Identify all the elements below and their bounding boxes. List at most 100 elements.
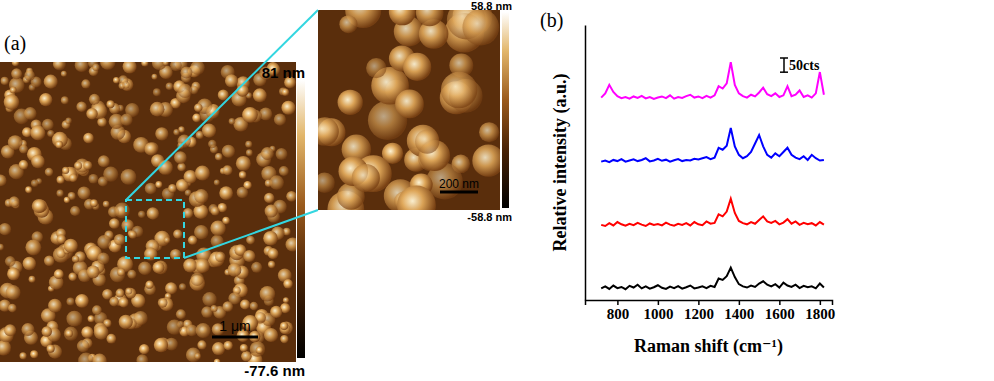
afm-grain: [183, 259, 197, 273]
afm-grain: [246, 149, 253, 156]
spectrum-line: [601, 268, 824, 290]
afm-grain: [30, 350, 38, 358]
afm-grain: [215, 251, 225, 261]
afm-grain: [212, 342, 225, 355]
afm-grain: [202, 292, 216, 306]
afm-grain: [119, 315, 133, 329]
afm-grain: [92, 305, 102, 315]
afm-grain: [282, 88, 289, 95]
scale-bar-label: 1 μm: [219, 318, 250, 334]
afm-grain: [92, 64, 99, 71]
afm-grain: [276, 148, 288, 160]
afm-grain: [274, 114, 286, 126]
afm-grain: [29, 276, 36, 283]
afm-grain: [215, 153, 223, 161]
afm-grain: [241, 351, 252, 362]
afm-grain: [41, 326, 51, 336]
tick-mark: [617, 300, 619, 305]
afm-grain: [250, 302, 258, 310]
afm-grain: [9, 77, 25, 93]
afm-grain: [222, 217, 230, 225]
afm-grain: [155, 127, 168, 140]
afm-grain: [219, 186, 233, 200]
afm-grain: [264, 193, 274, 203]
afm-grain: [145, 281, 153, 289]
afm-grain: [31, 155, 45, 169]
afm-grain: [98, 155, 110, 167]
tick: 1400: [724, 300, 754, 322]
afm-grain: [165, 282, 177, 294]
afm-grain: [0, 340, 11, 355]
afm-grain: [318, 172, 335, 192]
afm-grain: [114, 203, 130, 219]
afm-grain: [222, 145, 235, 158]
tick-mark: [658, 300, 660, 305]
afm-grain: [339, 15, 357, 33]
afm-grain: [106, 100, 114, 108]
figure: (a)81 nm-77.6 nm58.8 nm-58.8 nm1 μm200 n…: [0, 0, 994, 381]
afm-grain: [47, 345, 55, 353]
axis-title: Raman shift (cm⁻¹): [634, 336, 783, 357]
afm-grain: [229, 118, 236, 125]
afm-grain: [122, 81, 129, 88]
afm-grain: [243, 181, 251, 189]
afm-grain: [462, 10, 499, 45]
afm-grain: [11, 68, 22, 79]
afm-grain: [264, 328, 278, 342]
afm-grain: [19, 145, 28, 154]
afm-grain: [163, 62, 169, 66]
afm-grain: [12, 62, 19, 66]
spectrum-line: [601, 199, 824, 226]
afm-grain: [167, 319, 182, 334]
afm-grain: [260, 286, 276, 302]
afm-grain: [170, 62, 182, 71]
afm-grain: [154, 338, 168, 352]
afm-grain: [94, 325, 109, 340]
tick: 1600: [765, 300, 795, 322]
colorbar: [297, 80, 305, 358]
afm-grain: [19, 352, 26, 359]
afm-grain: [251, 262, 262, 273]
tick-label: 1400: [724, 306, 754, 322]
panel-label: (b): [540, 9, 563, 32]
panel-label: (a): [4, 32, 26, 55]
afm-grain: [21, 323, 34, 336]
afm-grain: [153, 88, 161, 96]
afm-grain: [61, 71, 67, 77]
afm-grain: [109, 297, 119, 307]
afm-grain: [178, 84, 192, 98]
afm-background: [0, 62, 296, 362]
afm-grain: [68, 273, 76, 281]
afm-grain: [280, 322, 288, 330]
tick-mark: [739, 300, 741, 305]
afm-grain: [338, 90, 363, 115]
afm-grain: [8, 304, 17, 313]
afm-grain: [57, 176, 65, 184]
afm-grain: [87, 265, 100, 278]
afm-grain: [403, 53, 431, 81]
afm-image: [318, 10, 500, 210]
tick: 1800: [805, 300, 835, 322]
afm-grain: [100, 62, 115, 70]
afm-grain: [0, 244, 4, 251]
afm-grain: [72, 255, 79, 262]
afm-grain: [196, 323, 211, 338]
afm-grain: [245, 141, 252, 148]
afm-grain: [10, 87, 17, 94]
afm-grain: [45, 168, 53, 176]
afm-grain: [53, 62, 66, 70]
afm-grain: [166, 83, 173, 90]
afm-grain: [208, 140, 216, 148]
afm-grain: [173, 230, 182, 239]
afm-grain: [352, 164, 380, 192]
afm-grain: [211, 207, 220, 216]
afm-grain: [246, 236, 255, 245]
tick: 800: [607, 300, 630, 322]
afm-grain: [65, 330, 73, 338]
afm-grain: [23, 257, 36, 270]
colorbar-label: -77.6 nm: [244, 362, 305, 379]
afm-grain: [9, 196, 20, 207]
zoom-connector: [126, 10, 318, 200]
afm-grain: [121, 169, 137, 185]
afm-grain: [65, 117, 71, 123]
